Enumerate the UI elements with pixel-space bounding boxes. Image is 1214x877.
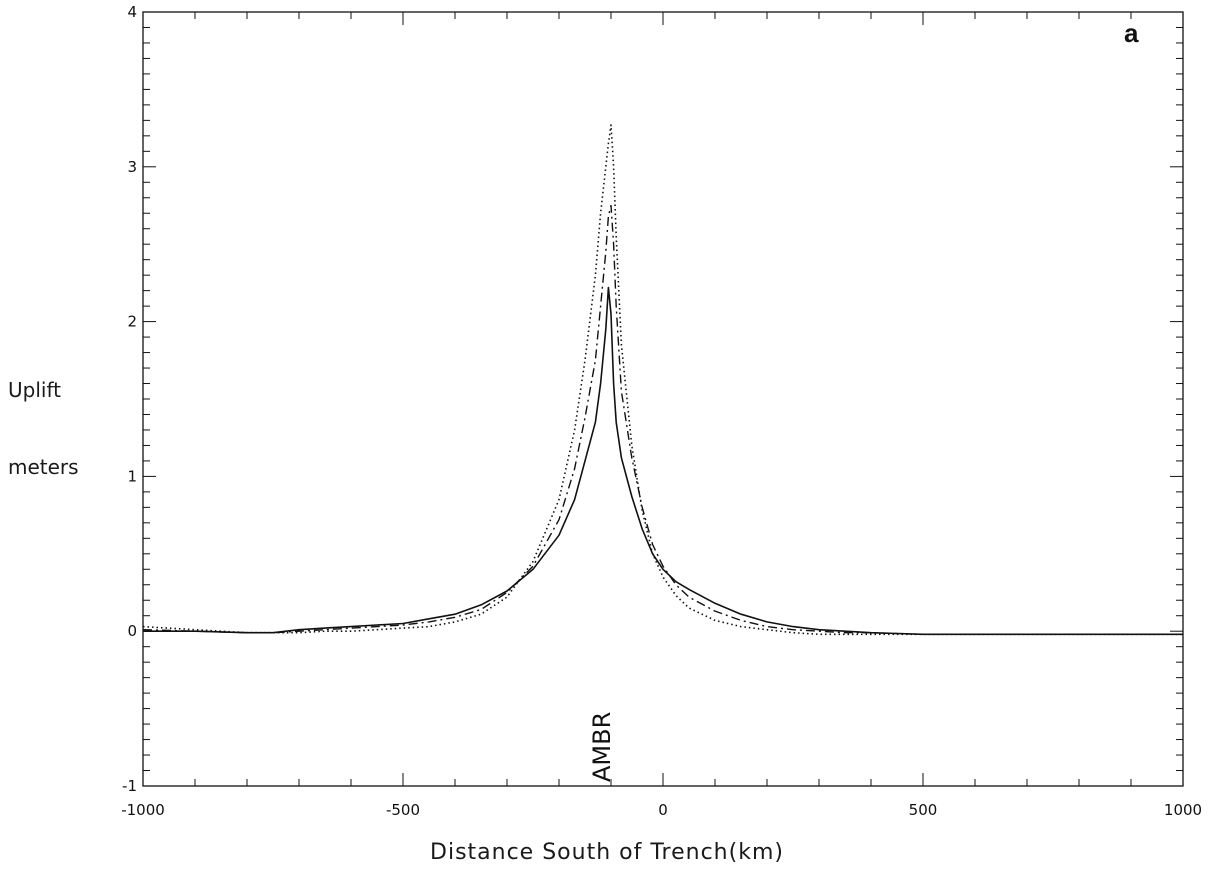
x-tick-label: 1000 [1164, 801, 1202, 819]
series-line-solid [143, 286, 1183, 636]
series-line-dashdot [142, 204, 1183, 635]
y-tick-label: 4 [127, 3, 137, 21]
plot-frame [142, 11, 1184, 787]
y-tick-label: -1 [122, 777, 137, 795]
y-axis-label-meters: meters [8, 455, 79, 479]
x-tick-label: 500 [909, 801, 938, 819]
y-tick-label: 2 [127, 313, 137, 331]
panel-label: a [1124, 18, 1139, 48]
y-axis-label-uplift: Uplift [8, 378, 61, 402]
series-line-dotted [142, 124, 1183, 636]
ambr-annotation: AMBR [588, 712, 616, 782]
y-tick-label: 0 [127, 622, 137, 640]
x-tick-label: -1000 [121, 801, 165, 819]
y-tick-label: 3 [127, 158, 137, 176]
x-tick-label: -500 [386, 801, 420, 819]
x-axis-label: Distance South of Trench(km) [430, 840, 784, 865]
y-tick-label: 1 [127, 467, 137, 485]
x-tick-label: 0 [658, 801, 668, 819]
